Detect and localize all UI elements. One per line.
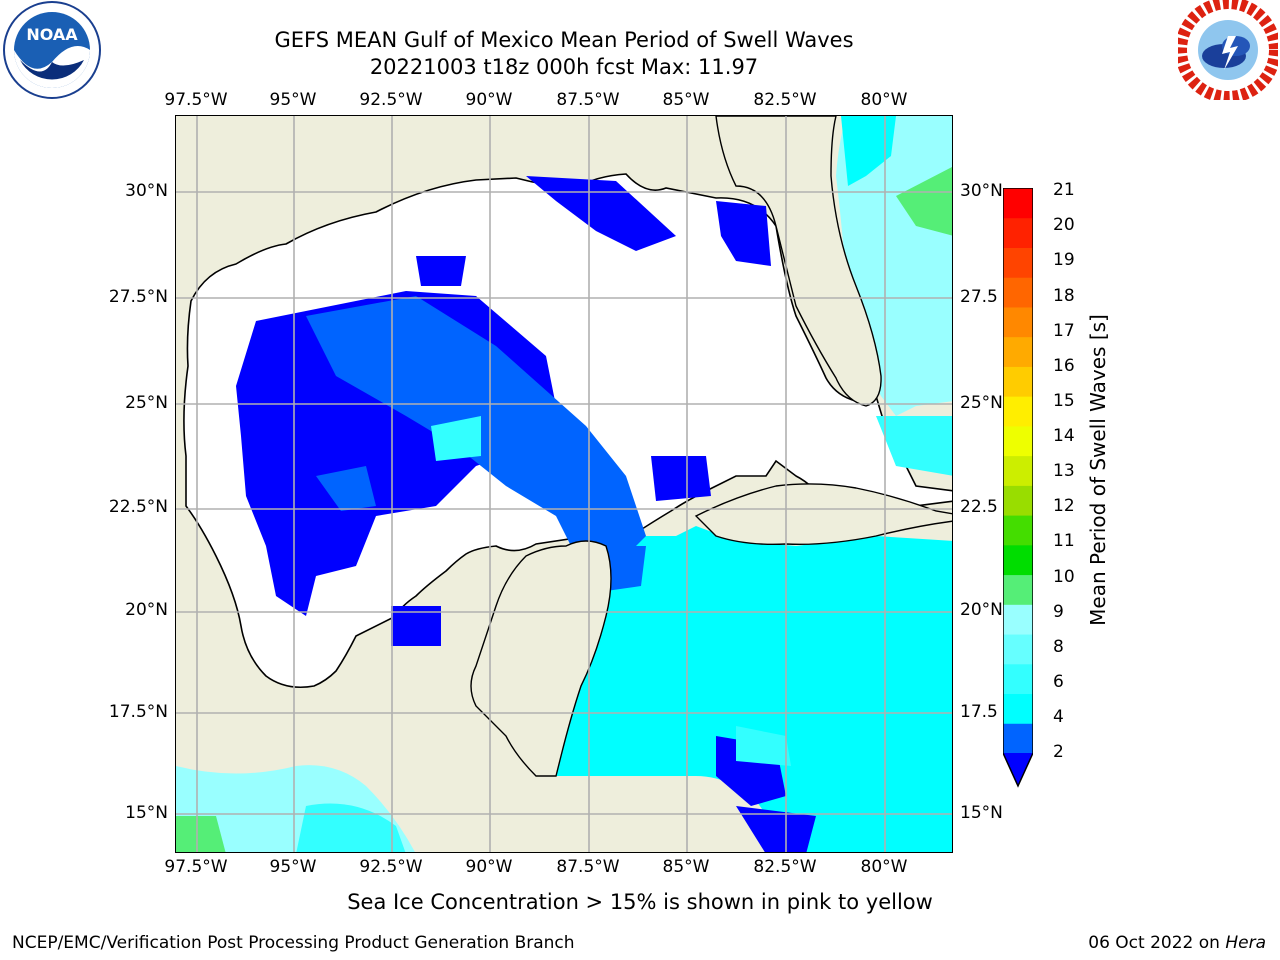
map-panel: [175, 115, 953, 853]
lat-tick-left: 15°N: [125, 803, 168, 823]
colorbar-tick: 19: [1053, 250, 1075, 270]
colorbar-tick: 10: [1053, 567, 1075, 587]
lat-tick-right: 25°N: [960, 393, 1003, 413]
colorbar-tick: 11: [1053, 531, 1075, 551]
lon-tick-top: 82.5°W: [753, 90, 817, 110]
colorbar-tick: 16: [1053, 356, 1075, 376]
colorbar-segment: [1003, 306, 1033, 338]
lon-tick-bottom: 97.5°W: [164, 857, 228, 877]
colorbar-segment: [1003, 455, 1033, 486]
colorbar-segment: [1003, 634, 1033, 665]
colorbar-tick: 20: [1053, 215, 1075, 235]
colorbar-segment: [1003, 396, 1033, 427]
lat-tick-left: 30°N: [125, 181, 168, 201]
colorbar: [1002, 187, 1034, 788]
lon-tick-top: 87.5°W: [556, 90, 620, 110]
footer-machine: Hera: [1225, 933, 1266, 953]
lat-tick-left: 17.5°N: [108, 702, 168, 722]
lon-tick-bottom: 95°W: [269, 857, 317, 877]
lon-tick-top: 97.5°W: [164, 90, 228, 110]
noaa-logo: NOAA: [2, 0, 102, 100]
lat-tick-right: 15°N: [960, 803, 1003, 823]
florida-peninsula: [715, 116, 882, 407]
colorbar-segment: [1003, 425, 1033, 457]
colorbar-tick: 14: [1053, 426, 1075, 446]
colorbar-tick: 15: [1053, 391, 1075, 411]
lon-tick-bottom: 82.5°W: [753, 857, 817, 877]
colorbar-segment: [1003, 188, 1033, 219]
lon-tick-bottom: 92.5°W: [359, 857, 423, 877]
colorbar-tick: 9: [1053, 602, 1064, 622]
lon-tick-top: 95°W: [269, 90, 317, 110]
lat-tick-right: 30°N: [960, 181, 1003, 201]
colorbar-segment: [1003, 366, 1033, 397]
lat-tick-right: 20°N: [960, 600, 1003, 620]
lon-tick-top: 85°W: [662, 90, 710, 110]
nws-logo: [1175, 0, 1280, 103]
caribbean-water: [556, 526, 952, 852]
lat-tick-right: 17.5: [960, 702, 998, 722]
colorbar-label: Mean Period of Swell Waves [s]: [1086, 314, 1110, 626]
lon-tick-bottom: 90°W: [465, 857, 513, 877]
colorbar-segment: [1003, 663, 1033, 695]
yucatan-peninsula: [470, 540, 612, 777]
colorbar-extend-min: [1003, 753, 1033, 786]
colorbar-segment: [1003, 574, 1033, 605]
lon-tick-bottom: 85°W: [662, 857, 710, 877]
colorbar-tick: 6: [1053, 672, 1064, 692]
graticule: [176, 116, 952, 852]
lat-tick-right: 22.5: [960, 497, 998, 517]
lat-tick-left: 20°N: [125, 600, 168, 620]
colorbar-segment: [1003, 723, 1033, 754]
colorbar-segment: [1003, 336, 1033, 367]
colorbar-tick: 8: [1053, 637, 1064, 657]
colorbar-tick: 4: [1053, 707, 1064, 727]
colorbar-segment: [1003, 515, 1033, 546]
colorbar-tick: 17: [1053, 321, 1075, 341]
sea-ice-note: Sea Ice Concentration > 15% is shown in …: [347, 890, 933, 914]
colorbar-tick: 2: [1053, 742, 1064, 762]
colorbar-tick: 12: [1053, 496, 1075, 516]
lon-tick-top: 92.5°W: [359, 90, 423, 110]
colorbar-segment: [1003, 485, 1033, 516]
lon-tick-bottom: 80°W: [860, 857, 908, 877]
lon-tick-bottom: 87.5°W: [556, 857, 620, 877]
colorbar-tick: 18: [1053, 286, 1075, 306]
colorbar-segment: [1003, 544, 1033, 576]
lon-tick-top: 80°W: [860, 90, 908, 110]
footer-date: 06 Oct 2022 on Hera: [1088, 933, 1266, 953]
colorbar-segment: [1003, 247, 1033, 278]
footer-credit: NCEP/EMC/Verification Post Processing Pr…: [12, 933, 575, 953]
colorbar-tick: 13: [1053, 461, 1075, 481]
chart-title: GEFS MEAN Gulf of Mexico Mean Period of …: [274, 28, 854, 52]
svg-text:NOAA: NOAA: [26, 25, 78, 44]
lat-tick-right: 27.5: [960, 287, 998, 307]
lat-tick-left: 25°N: [125, 393, 168, 413]
colorbar-segment: [1003, 217, 1033, 248]
colorbar-segment: [1003, 604, 1033, 635]
footer-date-text: 06 Oct 2022 on: [1088, 933, 1226, 953]
colorbar-segment: [1003, 693, 1033, 724]
lon-tick-top: 90°W: [465, 90, 513, 110]
lat-tick-left: 27.5°N: [108, 287, 168, 307]
lat-tick-left: 22.5°N: [108, 497, 168, 517]
colorbar-segment: [1003, 277, 1033, 308]
chart-subtitle: 20221003 t18z 000h fcst Max: 11.97: [369, 55, 759, 79]
colorbar-tick: 21: [1053, 180, 1075, 200]
colorbar-outline: [1002, 187, 1034, 788]
